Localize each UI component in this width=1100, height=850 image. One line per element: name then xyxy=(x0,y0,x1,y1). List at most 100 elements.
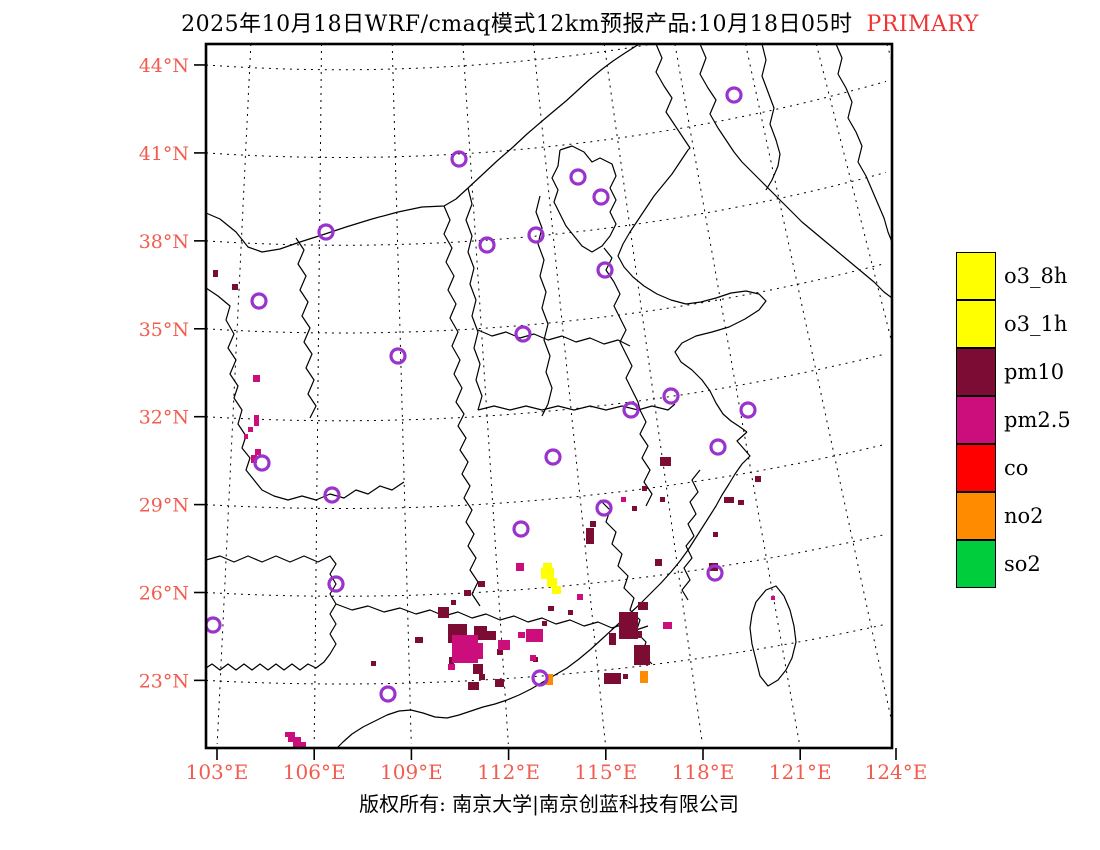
pollutant-cell-pm2_5 xyxy=(516,563,524,571)
pollutant-cell-pm10 xyxy=(479,674,485,680)
city-station-marker xyxy=(323,486,341,504)
pollutant-cell-pm10 xyxy=(604,673,621,684)
x-axis-label: 109°E xyxy=(380,760,443,784)
boundary-line xyxy=(599,499,653,665)
pollutant-cell-pm2_5 xyxy=(255,449,261,455)
boundary-line xyxy=(477,329,631,347)
city-station-marker xyxy=(595,499,613,517)
latitude-gridline xyxy=(206,353,887,422)
latitude-gridline xyxy=(206,443,887,509)
legend-item-o3-1h: o3_1h xyxy=(956,300,1100,348)
longitude-gridline xyxy=(391,44,412,745)
boundary-line xyxy=(699,44,892,299)
city-station-marker xyxy=(206,616,222,634)
boundary-line xyxy=(749,585,797,687)
pollutant-cell-pm2_5 xyxy=(448,664,455,670)
pollutant-cell-pm10 xyxy=(660,497,665,502)
legend-swatch-o3-1h xyxy=(956,300,996,348)
city-station-marker xyxy=(709,438,727,456)
pollutant-cell-o3_1h xyxy=(543,563,552,569)
pollutant-cell-pm2_5 xyxy=(498,640,510,650)
legend-item-so2: so2 xyxy=(956,540,1100,588)
pollutant-cell-pm10 xyxy=(495,679,504,687)
x-axis-label: 103°E xyxy=(186,760,249,784)
latitude-gridline xyxy=(206,80,887,158)
pollutant-cell-pm10 xyxy=(213,270,218,277)
pollutant-cell-o3_1h xyxy=(552,586,561,594)
pollutant-cell-pm2_5 xyxy=(577,594,583,600)
legend-item-no2: no2 xyxy=(956,492,1100,540)
pollutant-cell-pm10 xyxy=(660,457,671,466)
y-axis-label: 35°N xyxy=(139,319,189,341)
pollutant-cell-pm10 xyxy=(451,600,456,605)
city-station-marker xyxy=(512,520,530,538)
title-primary-tag: PRIMARY xyxy=(866,12,979,37)
pollutant-cell-pm2_5 xyxy=(771,596,775,600)
pollutant-cell-pm2_5 xyxy=(248,427,253,432)
city-station-marker xyxy=(739,401,757,419)
legend-swatch-no2 xyxy=(956,492,996,540)
boundary-line xyxy=(335,603,649,631)
latitude-gridline xyxy=(206,623,887,685)
city-station-marker xyxy=(592,188,610,206)
pollutant-cell-pm2_5 xyxy=(526,629,543,642)
boundary-line xyxy=(639,409,653,507)
pollutant-cell-pm10 xyxy=(655,559,662,566)
legend-label-no2: no2 xyxy=(1004,504,1044,528)
pollutant-cell-pm2_5 xyxy=(251,455,257,463)
pollutant-cell-pm2_5 xyxy=(467,643,483,659)
latitude-gridline xyxy=(206,172,887,246)
pollutant-cell-pm10 xyxy=(548,606,554,611)
pollutant-cell-pm10 xyxy=(497,649,503,655)
pollutant-cell-pm2_5 xyxy=(663,622,672,629)
pollutant-cell-no2 xyxy=(640,671,648,683)
city-station-marker xyxy=(450,150,468,168)
pollutant-cell-pm2_5 xyxy=(621,497,626,502)
x-axis-label: 106°E xyxy=(283,760,346,784)
city-station-marker xyxy=(725,86,743,104)
longitude-gridline xyxy=(745,44,892,726)
pollutant-cell-pm10 xyxy=(638,602,648,610)
pollutant-cell-pm10 xyxy=(486,631,496,640)
pollutant-cell-pm10 xyxy=(590,521,596,527)
pollutant-cell-pm10 xyxy=(636,631,642,638)
pollutant-cell-pm10 xyxy=(724,497,734,503)
legend-swatch-so2 xyxy=(956,540,996,588)
boundary-line xyxy=(336,431,751,748)
pollutant-cell-pm10 xyxy=(464,590,471,596)
y-axis-label: 29°N xyxy=(139,495,189,517)
legend-label-co: co xyxy=(1004,456,1029,480)
pollutant-cell-pm2_5 xyxy=(253,375,260,382)
map-frame xyxy=(204,42,894,750)
legend-item-o3-8h: o3_8h xyxy=(956,252,1100,300)
boundary-line xyxy=(603,247,641,411)
legend-label-o3-8h: o3_8h xyxy=(1004,264,1068,288)
legend-label-pm2-5: pm2.5 xyxy=(1004,408,1071,432)
legend-item-pm10: pm10 xyxy=(956,348,1100,396)
city-station-marker xyxy=(379,685,397,703)
pollutant-cell-pm10 xyxy=(609,633,616,645)
boundary-line xyxy=(761,44,781,191)
pollutant-cell-o3_1h xyxy=(547,578,557,587)
pollutant-cell-pm10 xyxy=(713,532,718,537)
pollutant-cell-pm10 xyxy=(619,612,638,639)
boundary-line xyxy=(465,187,483,411)
city-station-marker xyxy=(514,325,532,343)
pollutant-cell-pm10 xyxy=(449,657,454,666)
pollutant-cell-pm10 xyxy=(642,486,647,491)
boundary-line xyxy=(655,44,691,151)
boundary-line xyxy=(295,237,317,419)
pollutant-legend: o3_8h o3_1h pm10 pm2.5 co no2 so2 xyxy=(956,252,1100,588)
pollutant-cell-pm2_5 xyxy=(288,737,301,742)
pollutant-cell-pm10 xyxy=(586,528,594,544)
city-station-marker xyxy=(478,236,496,254)
boundary-line xyxy=(617,149,767,433)
page-title: 2025年10月18日WRF/cmaq模式12km预报产品:10月18日05时 P… xyxy=(165,6,995,38)
legend-item-co: co xyxy=(956,444,1100,492)
legend-swatch-pm10 xyxy=(956,348,996,396)
pollutant-cell-pm10 xyxy=(473,664,483,674)
title-text: 2025年10月18日WRF/cmaq模式12km预报产品:10月18日05时 xyxy=(181,12,853,37)
y-axis-label: 44°N xyxy=(139,55,189,77)
